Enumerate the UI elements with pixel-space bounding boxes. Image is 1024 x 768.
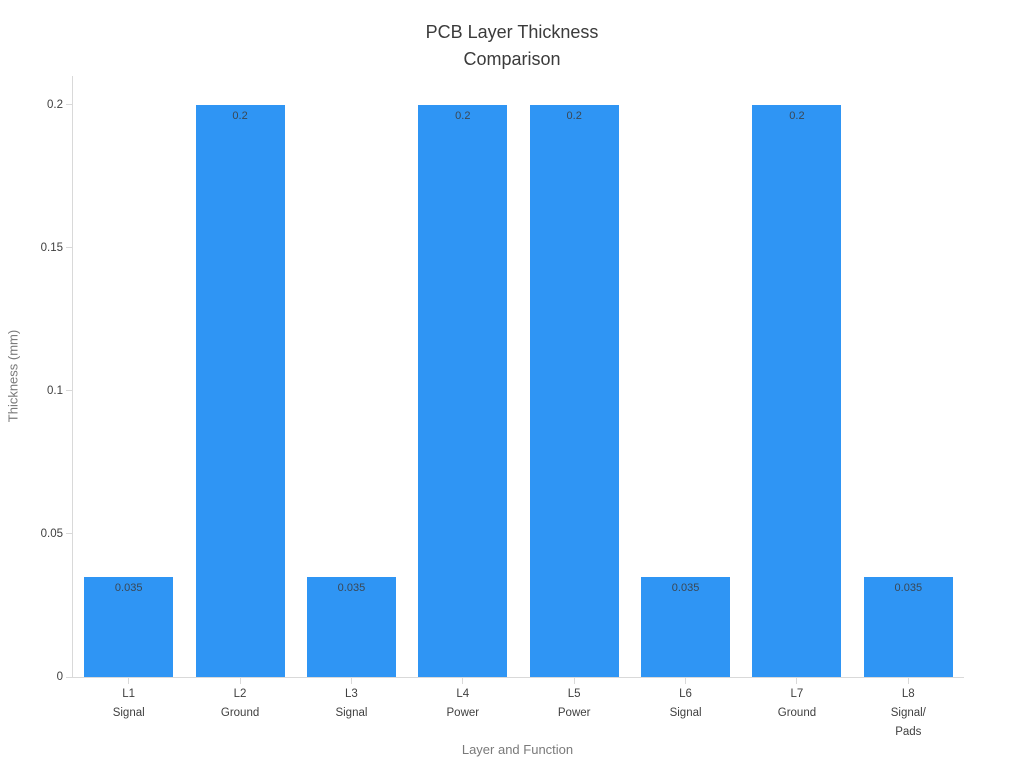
bar-l2: 0.2 [195,104,285,677]
bar-value-label: 0.2 [232,109,248,122]
x-axis-title: Layer and Function [461,742,574,757]
y-axis-title: Thickness (mm) [5,329,21,423]
x-tick-mark [907,678,909,684]
x-tick-label-line: L6 [679,688,692,700]
x-tick-label-line: Signal [335,707,368,719]
x-tick-mark [796,678,798,684]
bar-l1: 0.035 [84,576,174,677]
x-tick-label-line: Signal [112,707,145,719]
x-tick-label-line: L8 [901,688,915,700]
bar-l7: 0.2 [752,104,842,677]
x-tick-label-line: Power [446,707,480,719]
x-tick-mark [462,678,464,684]
bar-value-label: 0.035 [671,581,700,594]
chart-title-line-1: PCB Layer Thickness [425,22,599,42]
x-tick-label-line: L2 [233,688,247,700]
bar-l4: 0.2 [418,104,508,677]
bar-value-label: 0.035 [894,581,923,594]
bar-l6: 0.035 [641,576,731,677]
y-tick-label: 0.15 [40,241,63,254]
y-tick-mark [66,247,72,249]
y-tick-mark [66,390,72,392]
x-tick-label-line: L1 [122,688,136,700]
x-tick-label: L3 Signal [296,685,407,723]
x-tick-label: L7 Ground [741,685,852,723]
bar-value-label: 0.035 [114,581,143,594]
bar-value-label: 0.2 [566,109,582,122]
x-tick-label-line: Signal [669,707,702,719]
x-tick-label: L2 Ground [184,685,295,723]
bar-l5: 0.2 [529,104,619,677]
y-tick-label: 0.2 [47,98,63,111]
x-tick-mark [128,678,130,684]
x-tick-label: L4 Power [407,685,518,723]
chart-title-line-2: Comparison [463,49,561,69]
x-tick-label-line: L5 [567,688,581,700]
bar-l3: 0.035 [306,576,396,677]
bar-l8: 0.035 [863,576,953,677]
x-tick-label-line: L4 [456,688,470,700]
x-tick-label-line: Ground [777,707,817,719]
y-tick-mark [66,533,72,535]
chart-title: PCB Layer Thickness Comparison [0,19,1024,73]
x-tick-mark [685,678,687,684]
x-tick-label: L1 Signal [73,685,184,723]
x-tick-label-line: Power [557,707,591,719]
plot-area: 0 0.05 0.1 0.15 0.2 0.035 L1 Signal 0.2 L2 Ground 0… [41,76,964,738]
y-tick-label: 0 [56,671,63,683]
x-tick-label: L6 Signal [630,685,741,723]
y-tick-label: 0.1 [47,384,63,397]
x-tick-mark [350,678,352,684]
x-tick-label-line: L7 [790,688,804,700]
bar-value-label: 0.035 [337,581,366,594]
bar-value-label: 0.2 [789,109,805,122]
x-tick-label-line: Pads [895,726,922,738]
x-tick-label: L8 Signal/Pads [853,685,964,742]
y-tick-mark [66,104,72,106]
x-tick-label: L5 Power [519,685,630,723]
y-tick-mark [66,676,72,678]
bar-value-label: 0.2 [455,109,471,122]
x-tick-mark [239,678,241,684]
x-tick-label-line: Ground [220,707,260,719]
x-tick-label-line: Signal/ [890,707,926,719]
x-tick-label-line: L3 [345,688,358,700]
y-tick-label: 0.05 [40,527,63,540]
x-tick-mark [573,678,575,684]
